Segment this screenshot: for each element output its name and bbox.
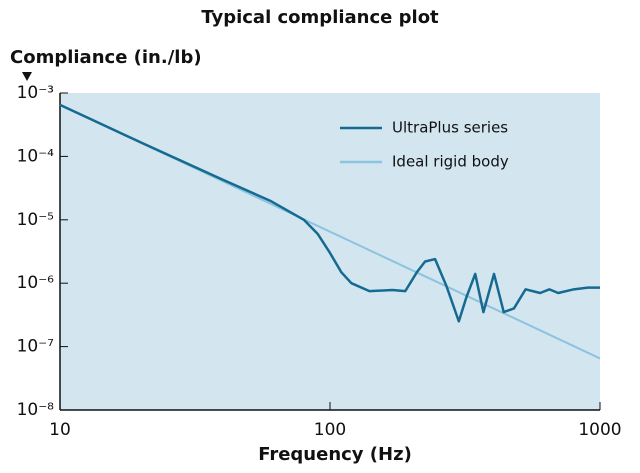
x-tick-label: 100: [314, 420, 346, 440]
y-tick-label: 10⁻⁵: [17, 210, 54, 230]
x-axis-label: Frequency (Hz): [258, 444, 412, 465]
x-tick-label: 10: [49, 420, 71, 440]
y-tick-label: 10⁻⁴: [17, 146, 55, 166]
chart-title: Typical compliance plot: [201, 7, 439, 28]
y-tick-label: 10⁻⁸: [17, 400, 55, 420]
legend-label: UltraPlus series: [392, 119, 508, 137]
axis-marker: [22, 72, 32, 81]
y-tick-label: 10⁻⁶: [17, 273, 55, 293]
x-tick-label: 1000: [578, 420, 621, 440]
y-tick-label: 10⁻⁷: [17, 337, 55, 357]
y-tick-label: 10⁻³: [17, 83, 54, 103]
legend-label: Ideal rigid body: [392, 153, 509, 171]
series-line: [59, 103, 600, 323]
y-axis-label: Compliance (in./lb): [10, 47, 202, 68]
